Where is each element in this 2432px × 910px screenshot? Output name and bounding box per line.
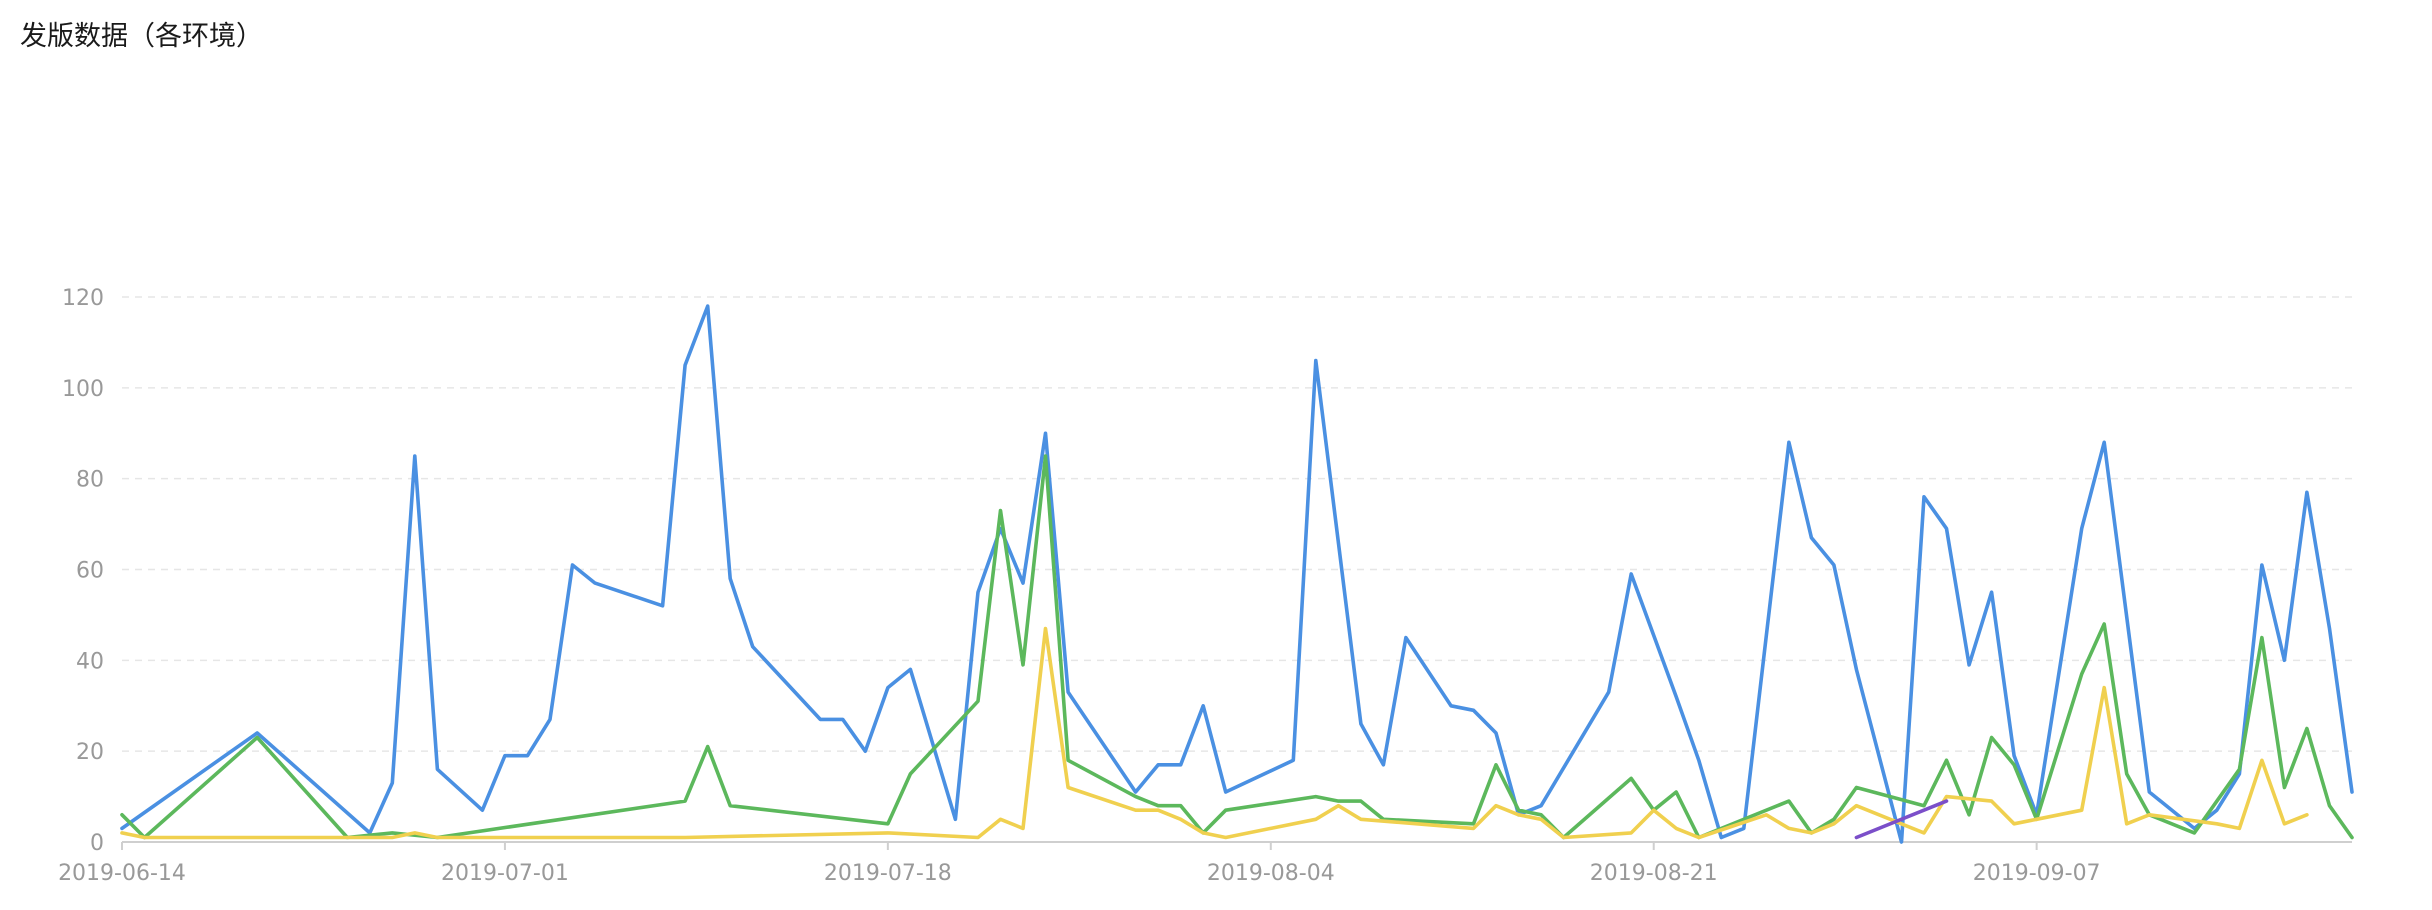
x-tick-label: 2019-07-01 [441,861,569,886]
x-tick-label: 2019-09-07 [1973,861,2101,886]
y-tick-label: 120 [62,286,104,311]
series-line-4 [1854,799,1949,840]
y-tick-label: 60 [76,559,104,584]
y-tick-label: 0 [90,831,104,856]
grid-lines [122,296,2352,752]
series-line-1 [120,304,2354,844]
series-line-2 [120,454,2354,840]
x-tick-label: 2019-08-21 [1590,861,1718,886]
y-tick-label: 20 [76,740,104,765]
x-tick-label: 2019-07-18 [824,861,952,886]
series-line-3 [120,626,2309,840]
y-tick-label: 40 [76,649,104,674]
y-tick-label: 80 [76,468,104,493]
x-tick-label: 2019-06-14 [58,861,186,886]
chart-title: 发版数据（各环境） [20,21,263,52]
axes: 0 20 40 60 80 100 120 2019-06-14 2019-07-01 2019-… [58,286,2352,886]
series-lines [120,304,2354,844]
y-tick-label: 100 [62,377,104,402]
x-tick-label: 2019-08-04 [1207,861,1335,886]
